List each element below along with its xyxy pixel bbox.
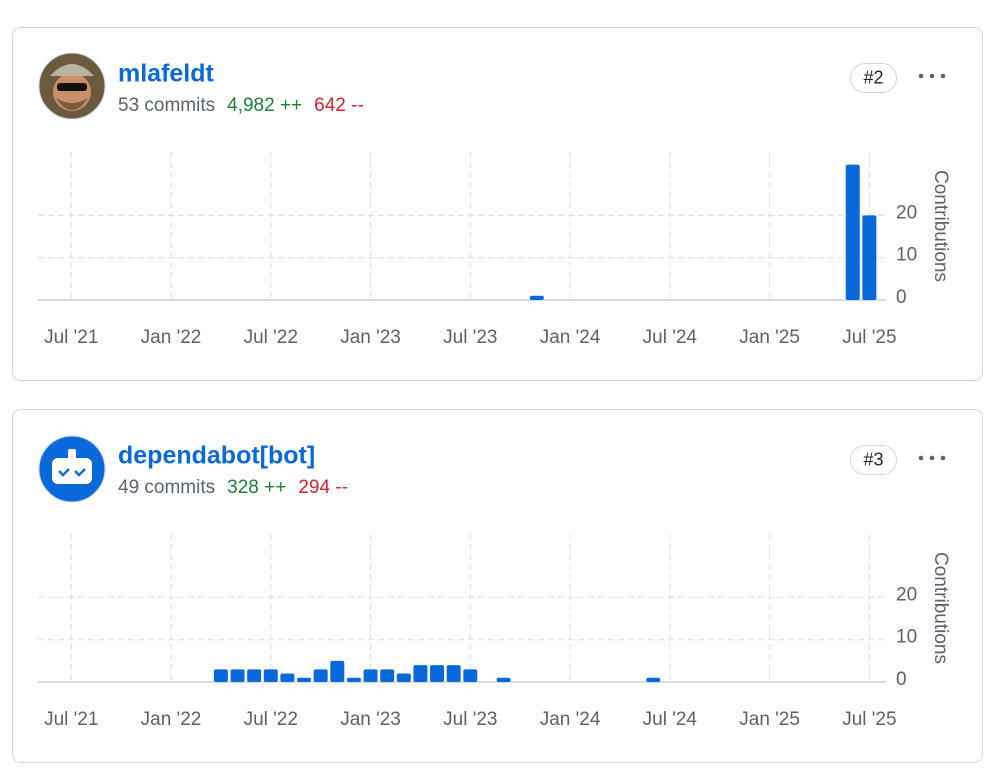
x-tick-label: Jan '24 <box>540 327 601 348</box>
y-tick-label: 20 <box>896 584 917 605</box>
dot <box>929 455 935 461</box>
avatar-robot-antenna <box>68 449 76 459</box>
bar <box>230 669 245 682</box>
rank-badge <box>850 445 897 475</box>
bar <box>213 669 228 682</box>
bar <box>380 669 395 682</box>
rank-badge <box>850 63 897 93</box>
bar <box>280 673 295 682</box>
dot <box>918 455 924 461</box>
contributor-stats: 53 commits 4,982 ++ 642 -- <box>118 95 364 116</box>
bar <box>297 677 312 682</box>
commit-count: 53 commits <box>118 95 215 116</box>
deletions: 294 -- <box>298 477 348 498</box>
x-tick-label: Jul '25 <box>842 327 896 348</box>
bar <box>463 669 478 682</box>
bar <box>396 673 411 682</box>
x-tick-label: Jan '23 <box>340 327 401 348</box>
y-tick-label: 20 <box>896 202 917 223</box>
x-tick-label: Jan '25 <box>739 327 800 348</box>
contributor-card <box>12 27 983 381</box>
avatar-glasses <box>57 83 87 91</box>
dot <box>929 73 935 79</box>
x-tick-label: Jan '22 <box>141 327 202 348</box>
y-axis-label: Contributions <box>930 170 951 282</box>
dot <box>918 73 924 79</box>
x-tick-label: Jan '22 <box>141 709 202 730</box>
bar <box>263 669 278 682</box>
contributor-stats: 49 commits 328 ++ 294 -- <box>118 477 348 498</box>
x-tick-label: Jul '22 <box>244 709 298 730</box>
x-tick-label: Jan '24 <box>540 709 601 730</box>
avatar-robot-head <box>52 458 92 484</box>
deletions: 642 -- <box>314 95 364 116</box>
avatar-beard <box>56 98 88 110</box>
commit-count: 49 commits <box>118 477 215 498</box>
more-options-button[interactable] <box>918 73 946 79</box>
y-axis-label: Contributions <box>930 552 951 664</box>
bar <box>430 665 445 682</box>
bar <box>446 665 461 682</box>
avatar <box>38 435 106 503</box>
x-tick-label: Jul '24 <box>643 327 698 348</box>
x-tick-label: Jul '21 <box>44 709 98 730</box>
bar <box>346 677 361 682</box>
avatar <box>38 52 106 120</box>
bar <box>363 669 378 682</box>
bar <box>313 669 328 682</box>
bar <box>646 677 661 682</box>
x-tick-label: Jul '23 <box>443 327 497 348</box>
contributor-name[interactable]: mlafeldt <box>118 60 215 88</box>
additions: 4,982 ++ <box>227 95 302 116</box>
y-tick-label: 0 <box>896 669 907 690</box>
bar <box>496 677 511 682</box>
contributor-name[interactable]: dependabot[bot] <box>118 442 315 470</box>
dot <box>940 73 946 79</box>
dot <box>940 455 946 461</box>
x-tick-label: Jul '24 <box>643 709 698 730</box>
y-tick-label: 10 <box>896 245 917 266</box>
x-tick-label: Jul '21 <box>44 327 98 348</box>
bar <box>845 164 860 300</box>
x-tick-label: Jul '22 <box>244 327 298 348</box>
additions: 328 ++ <box>227 477 286 498</box>
rank: #3 <box>863 449 883 469</box>
avatar-hat <box>50 64 94 76</box>
x-tick-label: Jan '25 <box>739 709 800 730</box>
bar <box>529 295 544 300</box>
y-tick-label: 10 <box>896 627 917 648</box>
y-tick-label: 0 <box>896 287 907 308</box>
x-tick-label: Jul '23 <box>443 709 497 730</box>
more-options-button[interactable] <box>918 455 946 461</box>
bar <box>413 665 428 682</box>
avatar-robot-eyes <box>58 468 86 477</box>
bar <box>247 669 262 682</box>
x-tick-label: Jan '23 <box>340 709 401 730</box>
rank: #2 <box>863 67 883 87</box>
x-tick-label: Jul '25 <box>842 709 896 730</box>
bar <box>862 215 877 300</box>
bar <box>330 660 345 682</box>
